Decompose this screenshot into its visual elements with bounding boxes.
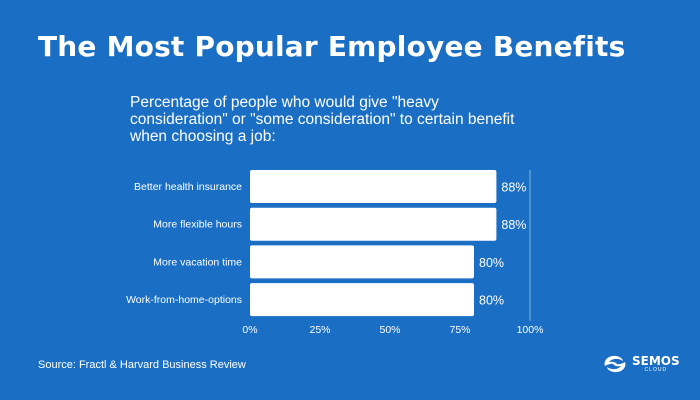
chart-subtitle: Percentage of people who would give "hea… bbox=[130, 94, 515, 145]
category-label-1: More flexible hours bbox=[153, 219, 242, 231]
category-label-2: More vacation time bbox=[153, 256, 242, 268]
x-tick-label-4: 100% bbox=[517, 324, 544, 336]
value-label-3: 80% bbox=[479, 294, 504, 308]
value-label-1: 88% bbox=[501, 218, 526, 232]
logo-sub: CLOUD bbox=[644, 367, 668, 373]
semos-logo-icon bbox=[604, 355, 626, 373]
bar-2 bbox=[250, 245, 474, 279]
bar-1 bbox=[250, 207, 497, 241]
value-label-2: 80% bbox=[479, 256, 504, 270]
x-tick-label-1: 25% bbox=[309, 324, 330, 336]
page-title: The Most Popular Employee Benefits bbox=[38, 30, 626, 63]
source-note: Source: Fractl & Harvard Business Review bbox=[38, 359, 246, 371]
x-tick-label-2: 50% bbox=[379, 324, 400, 336]
bar-0 bbox=[250, 170, 497, 203]
value-label-0: 88% bbox=[501, 181, 526, 195]
x-tick-label-3: 75% bbox=[449, 324, 470, 336]
category-label-3: Work-from-home-options bbox=[126, 294, 242, 306]
semos-logo: SEMOS CLOUD bbox=[601, 352, 680, 376]
category-label-0: Better health insurance bbox=[134, 181, 242, 193]
bar-3 bbox=[250, 283, 474, 317]
x-tick-label-0: 0% bbox=[242, 324, 257, 336]
logo-name: SEMOS bbox=[632, 354, 680, 368]
